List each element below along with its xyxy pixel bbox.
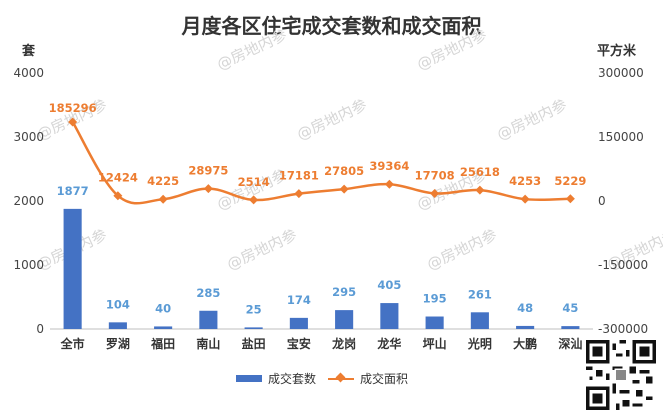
bar-data-label-1: 104 xyxy=(106,297,130,311)
line-data-label-11: 5229 xyxy=(554,174,586,188)
x-tick-label-8: 坪山 xyxy=(423,336,447,351)
watermark-9: @房地内参 xyxy=(424,226,500,274)
bar-2 xyxy=(154,326,173,329)
bar-11 xyxy=(561,326,580,329)
legend: 成交套数 成交面积 xyxy=(236,370,420,387)
legend-item-line: 成交面积 xyxy=(328,370,408,387)
y-left-tick-label-1: 1000 xyxy=(13,258,44,272)
bar-data-label-6: 295 xyxy=(332,285,356,299)
line-point-7 xyxy=(384,179,394,189)
bar-data-label-2: 40 xyxy=(155,301,171,315)
chart-title: 月度各区住宅成交套数和成交面积 xyxy=(181,14,482,38)
line-point-6 xyxy=(339,184,349,194)
line-point-11 xyxy=(565,194,575,204)
line-data-label-10: 4253 xyxy=(509,174,541,188)
line-point-10 xyxy=(520,194,530,204)
line-data-label-8: 17708 xyxy=(415,168,455,182)
x-tick-label-3: 南山 xyxy=(196,336,220,351)
bar-10 xyxy=(516,325,535,329)
x-tick-label-2: 福田 xyxy=(150,336,175,351)
legend-swatch-line xyxy=(328,377,355,380)
x-tick-label-9: 光明 xyxy=(467,336,492,351)
y-left-tick-label-2: 2000 xyxy=(13,194,44,208)
bar-data-label-11: 45 xyxy=(562,301,578,315)
watermark-8: @房地内参 xyxy=(224,226,300,274)
bar-data-label-3: 285 xyxy=(196,286,220,300)
bar-data-label-8: 195 xyxy=(423,292,447,306)
legend-label-bars: 成交套数 xyxy=(268,372,317,386)
y-right-tick-label-1: 150000 xyxy=(598,130,644,144)
line-point-1 xyxy=(113,191,123,201)
x-tick-label-0: 全市 xyxy=(60,336,85,351)
watermark-1: @房地内参 xyxy=(414,26,490,74)
bar-5 xyxy=(289,317,308,329)
line-point-4 xyxy=(249,195,259,205)
x-tick-label-10: 大鹏 xyxy=(513,336,537,351)
bar-data-label-5: 174 xyxy=(287,293,311,307)
bar-4 xyxy=(244,327,263,329)
line-data-label-5: 17181 xyxy=(279,169,319,183)
line-data-label-2: 4225 xyxy=(147,174,179,188)
bar-9 xyxy=(470,312,489,329)
x-tick-label-11: 深汕 xyxy=(558,336,582,351)
x-tick-label-7: 龙华 xyxy=(377,336,401,351)
line-point-8 xyxy=(430,188,440,198)
y-left-tick-label-3: 3000 xyxy=(13,130,44,144)
y-right-tick-label-3: -150000 xyxy=(598,258,648,272)
watermark-4: @房地内参 xyxy=(494,96,570,144)
bar-1 xyxy=(108,322,127,329)
bar-7 xyxy=(380,303,399,329)
x-tick-label-4: 盐田 xyxy=(242,336,266,351)
bar-0 xyxy=(63,208,82,329)
line-point-2 xyxy=(158,194,168,204)
qr-code-image xyxy=(586,340,656,410)
x-tick-label-6: 龙岗 xyxy=(332,336,356,351)
y-left-tick-label-4: 4000 xyxy=(13,66,44,80)
watermark-3: @房地内参 xyxy=(294,96,370,144)
line-data-label-4: 2514 xyxy=(238,175,270,189)
legend-item-bars: 成交套数 xyxy=(236,370,316,387)
bar-data-label-0: 1877 xyxy=(57,184,89,198)
bar-data-label-7: 405 xyxy=(377,278,401,292)
line-data-label-1: 12424 xyxy=(98,171,138,185)
x-tick-label-5: 宝安 xyxy=(287,336,311,351)
line-data-label-7: 39364 xyxy=(369,159,409,173)
line-data-label-9: 25618 xyxy=(460,165,500,179)
line-data-label-3: 28975 xyxy=(188,164,228,178)
line-point-9 xyxy=(475,185,485,195)
bar-data-label-9: 261 xyxy=(468,287,492,301)
bar-data-label-10: 48 xyxy=(517,301,533,315)
y-left-tick-label-0: 0 xyxy=(36,322,44,336)
bar-8 xyxy=(425,316,444,329)
y-right-tick-label-4: -300000 xyxy=(598,322,648,336)
line-data-label-6: 27805 xyxy=(324,164,364,178)
watermark-0: @房地内参 xyxy=(214,26,290,74)
bar-6 xyxy=(335,310,354,329)
bar-data-label-4: 25 xyxy=(246,302,262,316)
legend-swatch-bar xyxy=(236,375,262,382)
legend-label-line: 成交面积 xyxy=(360,372,409,386)
y-right-tick-label-2: 0 xyxy=(598,194,606,208)
y-right-tick-label-0: 300000 xyxy=(598,66,644,80)
right-axis-unit: 平方米 xyxy=(597,44,637,59)
line-point-5 xyxy=(294,189,304,199)
bar-3 xyxy=(199,310,218,329)
left-axis-unit: 套 xyxy=(22,44,36,59)
line-point-0 xyxy=(68,117,78,127)
line-data-label-0: 185296 xyxy=(49,101,97,115)
x-tick-label-1: 罗湖 xyxy=(106,336,130,351)
line-point-3 xyxy=(203,184,213,194)
